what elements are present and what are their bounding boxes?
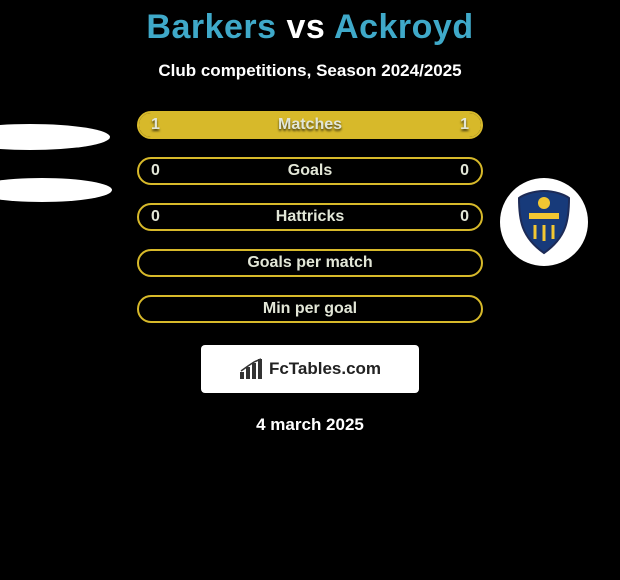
stat-value-left: 0 [151,208,160,226]
stat-value-left: 1 [151,116,160,134]
stat-label: Goals per match [247,254,372,272]
stat-row: 0 Goals 0 [137,157,483,185]
stat-value-right: 0 [460,208,469,226]
stat-row: 1 Matches 1 [137,111,483,139]
stat-label: Min per goal [263,300,357,318]
vs-text: vs [287,8,326,46]
site-attribution-text: FcTables.com [269,359,381,379]
bar-chart-icon [239,358,263,380]
player2-name: Ackroyd [334,8,474,46]
crest-ribbon [529,213,559,219]
stat-label: Goals [288,162,332,180]
stat-row: Min per goal [137,295,483,323]
competition-subtitle: Club competitions, Season 2024/2025 [0,61,620,81]
stat-value-right: 1 [460,116,469,134]
team2-badge [500,178,588,266]
comparison-title: Barkers vs Ackroyd [0,0,620,47]
club-crest-icon [515,189,573,255]
stat-value-right: 0 [460,162,469,180]
stat-row: Goals per match [137,249,483,277]
crest-top-circle [538,197,550,209]
stat-label: Hattricks [276,208,344,226]
player1-name: Barkers [146,8,276,46]
stat-row: 0 Hattricks 0 [137,203,483,231]
stat-label: Matches [278,116,342,134]
comparison-date: 4 march 2025 [0,415,620,435]
site-attribution: FcTables.com [201,345,419,393]
stat-value-left: 0 [151,162,160,180]
